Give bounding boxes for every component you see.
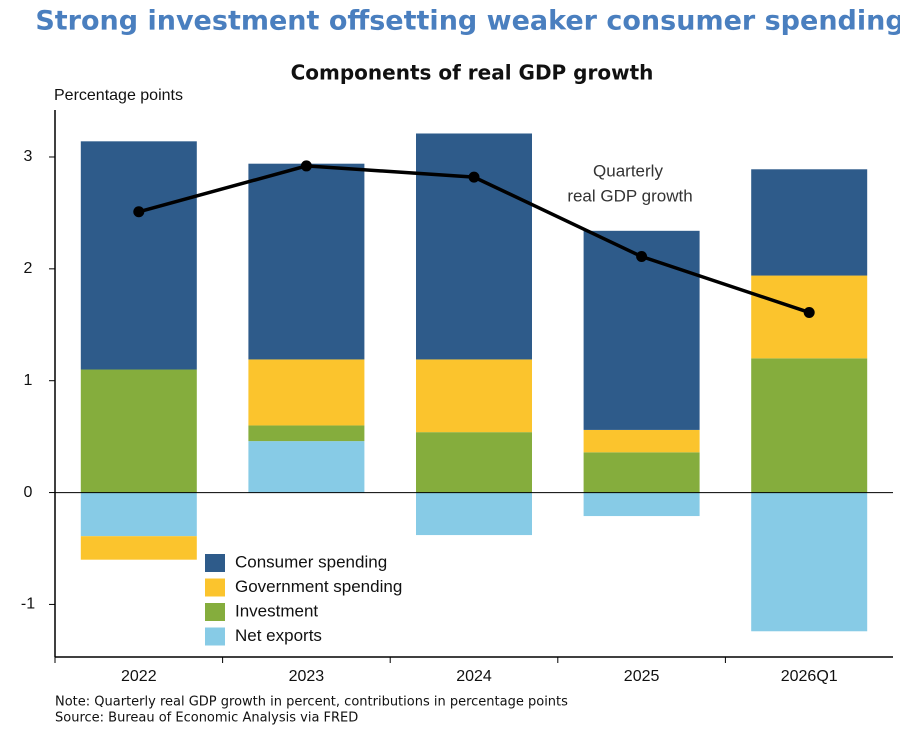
legend-swatch [205, 627, 225, 646]
y-tick-label: 0 [24, 484, 33, 501]
y-tick-label: -1 [21, 596, 35, 613]
bar-segment [751, 358, 868, 493]
legend-label: Consumer spending [235, 552, 387, 571]
x-tick-label: 2025 [624, 668, 660, 685]
note: Source: Bureau of Economic Analysis via … [55, 711, 358, 726]
bar-segment [248, 359, 365, 426]
bar-segment [248, 441, 365, 493]
x-tick-label: 2026Q1 [781, 668, 838, 685]
x-tick-label: 2022 [121, 668, 157, 685]
y-tick-label: 2 [24, 260, 33, 277]
legend-swatch [205, 603, 225, 621]
y-tick-label: 3 [24, 148, 33, 165]
bar-segment [80, 141, 197, 370]
gdp-point [803, 306, 815, 318]
bar-segment [751, 492, 868, 632]
gdp-point [133, 206, 145, 218]
legend-label: Net exports [235, 626, 322, 645]
bar-segment [248, 163, 365, 360]
bar-segment [416, 492, 532, 536]
bar-segment [80, 492, 197, 537]
bar-segment [416, 432, 532, 493]
page-title: Strong investment offsetting weaker cons… [35, 6, 900, 37]
y-tick-label: 1 [24, 372, 33, 389]
legend-swatch [205, 554, 225, 572]
gdp-point [468, 171, 480, 183]
legend-label: Government spending [235, 577, 402, 596]
bar-segment [751, 169, 868, 276]
gdp-point [636, 251, 648, 263]
legend-swatch [205, 578, 225, 597]
bar-segment [80, 536, 197, 560]
bar-segment [416, 133, 532, 360]
annotation: real GDP growth [567, 186, 692, 205]
bar-segment [416, 359, 532, 433]
bar-segment [583, 230, 700, 430]
annotation: Quarterly [593, 161, 663, 180]
gdp-point [300, 160, 312, 172]
bar-segment [583, 492, 700, 517]
x-tick-label: 2024 [456, 668, 492, 685]
bar-segment [80, 369, 197, 493]
chart-title: Components of real GDP growth [291, 61, 654, 85]
note: Note: Quarterly real GDP growth in perce… [55, 695, 568, 710]
bar-segment [583, 429, 700, 453]
bar-segment [583, 452, 700, 493]
legend-label: Investment [235, 601, 318, 620]
bar-segment [248, 425, 365, 442]
x-tick-label: 2023 [289, 668, 325, 685]
y-axis-label: Percentage points [54, 87, 183, 104]
